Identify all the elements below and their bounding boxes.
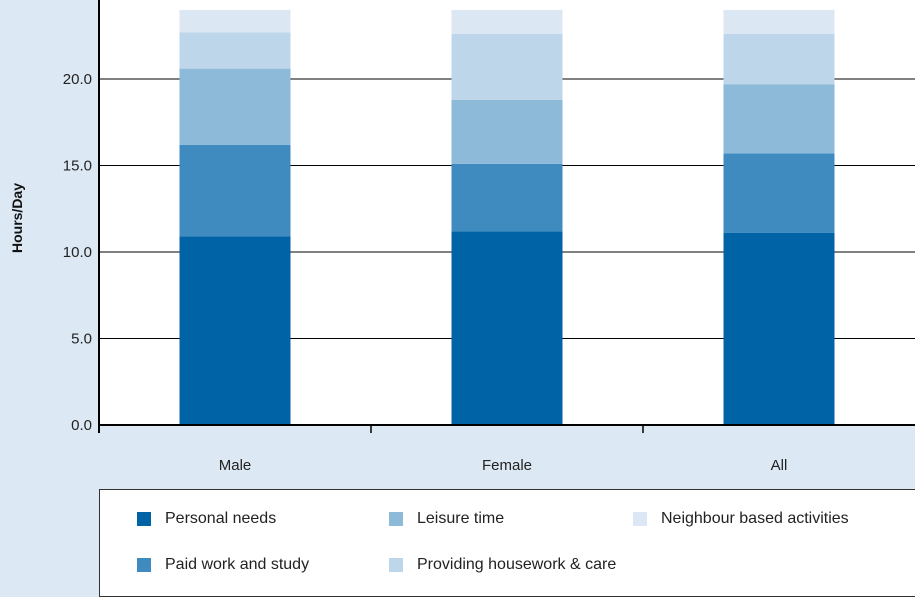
- stacked-bar-chart: 0.0 5.0 10.0 15.0 20.0 Male Female All Hours/D…: [9, 0, 915, 474]
- legend-swatch: [389, 558, 403, 572]
- y-tick-label: 0.0: [71, 417, 92, 434]
- legend-label: Neighbour based activities: [661, 510, 849, 527]
- bar-segment: [179, 68, 291, 145]
- bar-segment: [451, 10, 563, 35]
- legend-item: Paid work and study: [137, 556, 309, 574]
- bar-segment: [723, 10, 835, 35]
- legend-item: Leisure time: [389, 510, 504, 528]
- x-tick-label: Female: [482, 457, 532, 474]
- y-tick-label: 10.0: [63, 244, 92, 261]
- bar-segment: [451, 99, 563, 164]
- legend-label: Paid work and study: [165, 556, 310, 573]
- legend-item: Neighbour based activities: [633, 510, 849, 528]
- x-tick-label: All: [771, 457, 788, 474]
- bar-segment: [451, 163, 563, 232]
- legend-label: Personal needs: [165, 510, 277, 527]
- x-tick-label: Male: [219, 457, 252, 474]
- legend-swatch: [137, 512, 151, 526]
- y-tick-label: 20.0: [63, 71, 92, 88]
- bar-segment: [723, 153, 835, 233]
- legend-label: Providing housework & care: [417, 556, 617, 573]
- legend-swatch: [633, 512, 647, 526]
- legend-label: Leisure time: [417, 510, 505, 527]
- bar-segment: [179, 236, 291, 425]
- bar-segment: [723, 232, 835, 425]
- bar-segment: [179, 32, 291, 69]
- y-axis-label: Hours/Day: [9, 183, 25, 253]
- y-tick-label: 15.0: [63, 158, 92, 175]
- bar-segment: [723, 84, 835, 154]
- bar-segment: [723, 34, 835, 85]
- legend-item: Providing housework & care: [389, 556, 616, 574]
- legend-item: Personal needs: [137, 510, 276, 528]
- legend-swatch: [389, 512, 403, 526]
- legend: Personal needs Paid work and study Leisure…: [99, 489, 915, 597]
- bar-segment: [179, 144, 291, 237]
- bar-segment: [451, 231, 563, 425]
- y-tick-label: 5.0: [71, 331, 92, 348]
- bar-segment: [179, 10, 291, 33]
- legend-swatch: [137, 558, 151, 572]
- bar-segment: [451, 34, 563, 100]
